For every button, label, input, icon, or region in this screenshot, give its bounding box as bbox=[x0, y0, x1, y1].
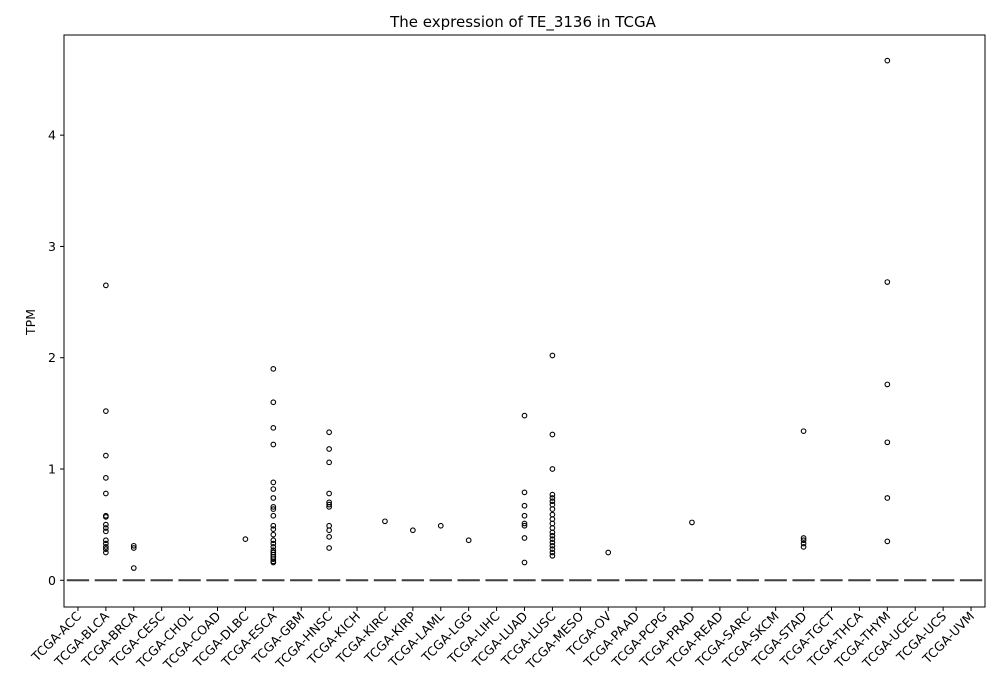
outlier-point bbox=[549, 549, 556, 556]
outlier-point bbox=[130, 545, 137, 551]
y-tick-label: 2 bbox=[48, 350, 56, 365]
outlier-point bbox=[521, 520, 528, 527]
outlier-point bbox=[270, 512, 277, 519]
outlier-point bbox=[382, 518, 388, 525]
outlier-point bbox=[103, 452, 109, 459]
outlier-point bbox=[549, 532, 556, 539]
y-tick-label: 4 bbox=[48, 128, 56, 143]
outlier-point bbox=[270, 441, 277, 448]
outlier-point bbox=[549, 495, 556, 501]
outlier-point bbox=[103, 475, 109, 481]
outlier-point bbox=[326, 446, 332, 452]
outlier-point bbox=[800, 428, 807, 435]
chart-title: The expression of TE_3136 in TCGA bbox=[389, 13, 656, 32]
outlier-point bbox=[689, 519, 695, 526]
outlier-point bbox=[521, 502, 528, 509]
outlier-point bbox=[549, 466, 556, 472]
outlier-point bbox=[103, 282, 109, 289]
outlier-point bbox=[410, 527, 416, 534]
outlier-point bbox=[549, 431, 556, 438]
y-tick-label: 1 bbox=[48, 462, 56, 477]
outlier-point bbox=[103, 537, 109, 544]
outlier-point bbox=[549, 546, 556, 552]
outlier-point bbox=[800, 540, 807, 547]
outlier-point bbox=[326, 501, 332, 508]
outlier-point bbox=[326, 503, 332, 510]
y-axis-label: TPM bbox=[23, 309, 38, 336]
outlier-point bbox=[437, 522, 444, 529]
outlier-point bbox=[549, 498, 556, 505]
outlier-point bbox=[130, 542, 137, 549]
outlier-point bbox=[884, 495, 891, 501]
outlier-point bbox=[103, 525, 109, 531]
outlier-point bbox=[549, 536, 556, 542]
outlier-point bbox=[103, 521, 109, 528]
outlier-point bbox=[549, 539, 556, 546]
outlier-point bbox=[103, 546, 109, 552]
outlier-point bbox=[270, 531, 277, 538]
outlier-point bbox=[270, 424, 277, 431]
outlier-point bbox=[270, 366, 277, 372]
outlier-point bbox=[884, 57, 891, 64]
outlier-point bbox=[103, 514, 109, 520]
outlier-point bbox=[800, 535, 807, 541]
outlier-point bbox=[884, 279, 891, 285]
outlier-point bbox=[549, 542, 556, 549]
outlier-point bbox=[270, 506, 277, 512]
plot-area: 01234TCGA-ACCTCGA-BLCATCGA-BRCATCGA-CESC… bbox=[28, 34, 986, 673]
outlier-point bbox=[326, 459, 332, 466]
outlier-point bbox=[884, 538, 891, 545]
outlier-point bbox=[130, 565, 137, 571]
outlier-point bbox=[521, 412, 528, 419]
outlier-point bbox=[326, 490, 332, 497]
outlier-point bbox=[326, 545, 332, 551]
outlier-point bbox=[270, 495, 277, 501]
y-tick-label: 0 bbox=[48, 573, 56, 588]
outlier-point bbox=[326, 429, 332, 436]
outlier-point bbox=[270, 486, 277, 492]
outlier-point bbox=[270, 540, 277, 547]
outlier-point bbox=[549, 506, 556, 512]
outlier-point bbox=[270, 537, 277, 544]
outlier-point bbox=[549, 491, 556, 498]
outlier-point bbox=[103, 528, 109, 535]
outlier-point bbox=[270, 526, 277, 532]
outlier-point bbox=[521, 522, 528, 529]
outlier-point bbox=[884, 381, 891, 388]
outlier-point bbox=[549, 552, 556, 559]
outlier-point bbox=[800, 537, 807, 544]
outlier-point bbox=[521, 512, 528, 519]
outlier-point bbox=[465, 537, 472, 544]
outlier-point bbox=[549, 352, 556, 359]
outlier-point bbox=[521, 489, 528, 496]
y-tick-label: 3 bbox=[48, 239, 56, 254]
outlier-point bbox=[270, 399, 277, 406]
outlier-point bbox=[103, 540, 109, 547]
outlier-point bbox=[103, 408, 109, 414]
outlier-point bbox=[270, 544, 277, 550]
outlier-point bbox=[103, 490, 109, 497]
outlier-point bbox=[326, 534, 332, 540]
outlier-point bbox=[270, 503, 277, 510]
outlier-point bbox=[103, 544, 109, 550]
outlier-point bbox=[270, 559, 277, 566]
outlier-point bbox=[270, 556, 277, 562]
outlier-point bbox=[800, 544, 807, 550]
outlier-point bbox=[605, 549, 612, 556]
outlier-point bbox=[270, 479, 277, 486]
outlier-point bbox=[103, 549, 109, 556]
outlier-point bbox=[242, 536, 249, 542]
outlier-point bbox=[549, 529, 556, 536]
outlier-point bbox=[521, 559, 528, 566]
outlier-point bbox=[326, 527, 332, 534]
outlier-point bbox=[521, 535, 528, 541]
outlier-point bbox=[884, 439, 891, 446]
outlier-point bbox=[270, 522, 277, 529]
